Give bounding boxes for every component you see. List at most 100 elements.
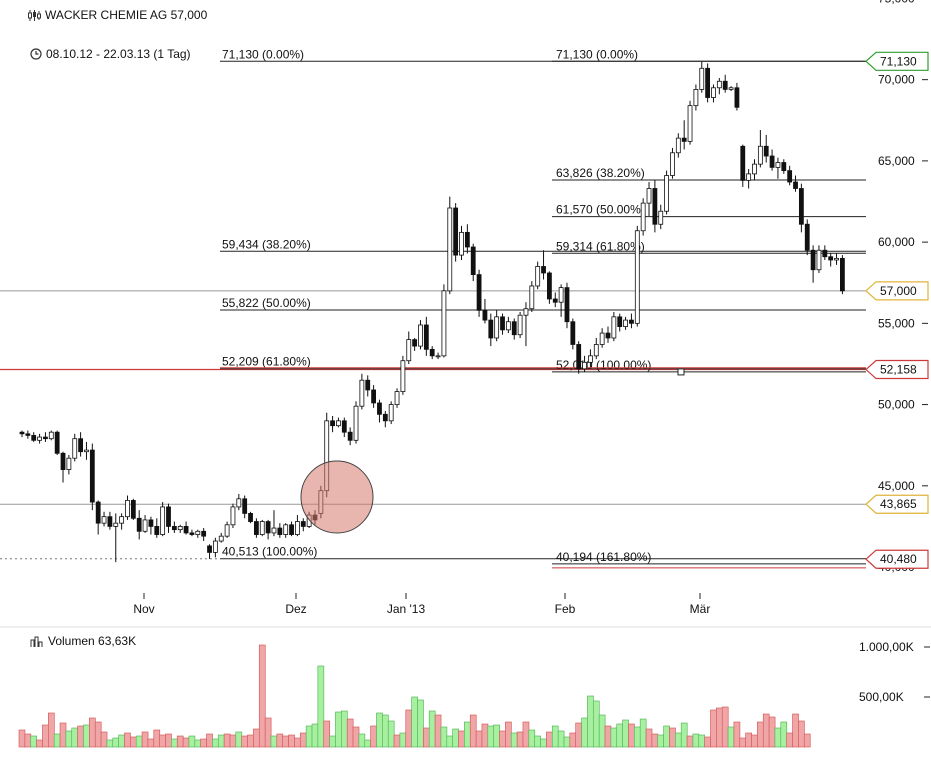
date-range[interactable]: 08.10.12 - 22.03.13 (1 Tag): [30, 47, 191, 61]
candle[interactable]: [476, 274, 482, 311]
candle[interactable]: [664, 175, 669, 212]
candle[interactable]: [547, 272, 552, 300]
candle[interactable]: [25, 433, 31, 436]
price-tag[interactable]: [865, 494, 929, 514]
candle[interactable]: [470, 246, 476, 276]
candle[interactable]: [330, 420, 335, 427]
candle[interactable]: [447, 207, 453, 292]
candle[interactable]: [289, 524, 294, 535]
candle[interactable]: [107, 516, 113, 527]
candle[interactable]: [377, 402, 382, 415]
candle[interactable]: [72, 438, 78, 459]
candle[interactable]: [652, 188, 658, 225]
candle[interactable]: [757, 145, 763, 165]
candle[interactable]: [529, 285, 535, 310]
candle[interactable]: [570, 321, 576, 345]
candle[interactable]: [511, 321, 517, 336]
candle[interactable]: [230, 506, 236, 526]
candle[interactable]: [207, 545, 212, 553]
candle[interactable]: [599, 332, 605, 345]
candle[interactable]: [564, 287, 570, 323]
candle[interactable]: [119, 516, 125, 524]
candle[interactable]: [722, 80, 728, 90]
candle[interactable]: [66, 457, 72, 470]
candle[interactable]: [277, 527, 283, 535]
candle[interactable]: [746, 173, 752, 181]
candle[interactable]: [435, 355, 441, 358]
candle[interactable]: [400, 360, 406, 392]
highlight-circle[interactable]: [300, 460, 374, 534]
candle[interactable]: [464, 231, 470, 248]
candle[interactable]: [218, 535, 224, 542]
candle[interactable]: [716, 80, 722, 89]
price-tag[interactable]: [865, 51, 929, 71]
price-tag[interactable]: [865, 549, 929, 569]
candle[interactable]: [271, 527, 277, 534]
candle[interactable]: [763, 145, 769, 157]
candle[interactable]: [142, 519, 148, 532]
candle[interactable]: [43, 436, 48, 440]
candle[interactable]: [699, 67, 705, 90]
candle[interactable]: [195, 530, 201, 535]
price-tag[interactable]: [865, 281, 929, 301]
candle[interactable]: [394, 391, 400, 405]
candle[interactable]: [295, 521, 300, 535]
candle[interactable]: [775, 162, 781, 168]
candle[interactable]: [828, 256, 834, 261]
candle[interactable]: [711, 87, 716, 98]
candle[interactable]: [89, 449, 95, 503]
candle[interactable]: [125, 500, 130, 518]
candle[interactable]: [681, 137, 687, 142]
candle[interactable]: [148, 519, 154, 527]
candle[interactable]: [154, 526, 160, 535]
candle[interactable]: [171, 526, 177, 531]
candle[interactable]: [19, 431, 25, 435]
candle[interactable]: [769, 155, 775, 168]
candle[interactable]: [517, 314, 523, 336]
candle[interactable]: [418, 324, 423, 347]
candle[interactable]: [658, 210, 664, 225]
candle[interactable]: [412, 339, 418, 347]
candle[interactable]: [265, 521, 271, 534]
candle[interactable]: [558, 287, 564, 303]
candle[interactable]: [617, 316, 623, 327]
candle[interactable]: [541, 266, 546, 274]
candle[interactable]: [822, 249, 828, 258]
candle[interactable]: [371, 389, 377, 404]
candle[interactable]: [183, 526, 189, 534]
candle[interactable]: [382, 413, 388, 422]
candle[interactable]: [60, 452, 66, 470]
candle[interactable]: [840, 257, 845, 292]
candle[interactable]: [353, 405, 359, 441]
candle[interactable]: [634, 230, 640, 324]
candle[interactable]: [259, 521, 265, 535]
candle[interactable]: [253, 521, 259, 535]
candle[interactable]: [95, 501, 101, 524]
candle[interactable]: [336, 420, 341, 427]
candle[interactable]: [804, 223, 810, 251]
candle[interactable]: [623, 319, 628, 327]
candle[interactable]: [201, 530, 207, 537]
candle[interactable]: [130, 500, 136, 519]
candle[interactable]: [283, 524, 289, 535]
candle[interactable]: [441, 290, 447, 357]
candle[interactable]: [113, 522, 119, 527]
candle[interactable]: [793, 181, 798, 189]
candle[interactable]: [810, 249, 816, 271]
candle[interactable]: [605, 332, 611, 339]
candle[interactable]: [593, 344, 599, 357]
candle[interactable]: [248, 513, 253, 522]
candle[interactable]: [687, 105, 693, 142]
candle[interactable]: [160, 506, 166, 535]
candle[interactable]: [582, 361, 587, 370]
candle[interactable]: [101, 516, 107, 524]
candle[interactable]: [136, 517, 142, 532]
candle[interactable]: [670, 152, 675, 176]
candle[interactable]: [482, 309, 488, 321]
price-tag[interactable]: [865, 359, 929, 380]
candle[interactable]: [705, 67, 711, 98]
candle[interactable]: [166, 506, 171, 527]
candle[interactable]: [752, 163, 757, 175]
candle[interactable]: [494, 316, 500, 339]
candle[interactable]: [359, 379, 365, 407]
